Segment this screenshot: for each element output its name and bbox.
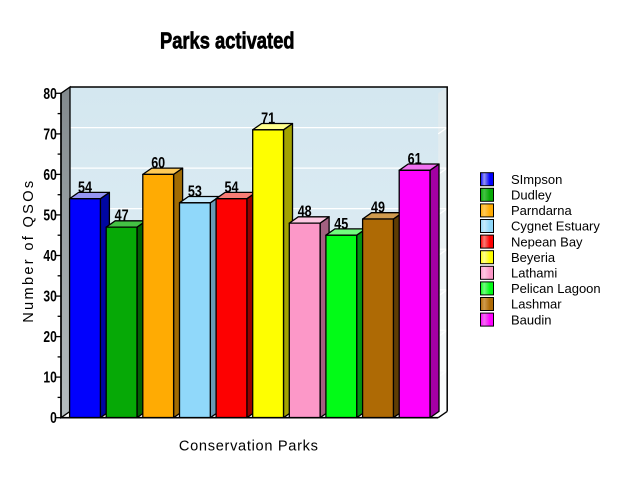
svg-text:20: 20	[43, 329, 56, 346]
svg-text:Pelican Lagoon: Pelican Lagoon	[511, 281, 601, 296]
svg-text:Dudley: Dudley	[511, 188, 552, 203]
svg-text:70: 70	[43, 126, 56, 143]
svg-text:53: 53	[188, 183, 202, 200]
svg-text:49: 49	[371, 200, 385, 217]
svg-text:47: 47	[115, 208, 129, 225]
svg-text:45: 45	[334, 216, 348, 233]
svg-text:Lashmar: Lashmar	[511, 297, 562, 312]
svg-text:30: 30	[43, 289, 56, 306]
svg-text:80: 80	[43, 86, 56, 103]
svg-text:71: 71	[261, 110, 275, 127]
svg-text:54: 54	[78, 179, 92, 196]
svg-text:61: 61	[408, 151, 422, 168]
svg-text:48: 48	[298, 204, 312, 221]
svg-text:0: 0	[50, 410, 57, 427]
svg-text:Lathami: Lathami	[511, 266, 557, 281]
svg-text:Baudin: Baudin	[511, 312, 551, 327]
svg-text:Beyeria: Beyeria	[511, 250, 556, 265]
svg-text:40: 40	[43, 248, 56, 265]
svg-text:SImpson: SImpson	[511, 172, 562, 187]
svg-text:Cygnet Estuary: Cygnet Estuary	[511, 219, 600, 234]
svg-text:10: 10	[43, 370, 56, 387]
svg-text:50: 50	[43, 207, 56, 224]
svg-text:Parks activated: Parks activated	[160, 28, 295, 54]
svg-text:54: 54	[225, 179, 239, 196]
svg-text:Parndarna: Parndarna	[511, 203, 572, 218]
svg-text:60: 60	[43, 167, 56, 184]
svg-text:60: 60	[151, 155, 165, 172]
svg-text:Nepean Bay: Nepean Bay	[511, 234, 583, 249]
svg-text:Conservation Parks: Conservation Parks	[179, 439, 318, 455]
